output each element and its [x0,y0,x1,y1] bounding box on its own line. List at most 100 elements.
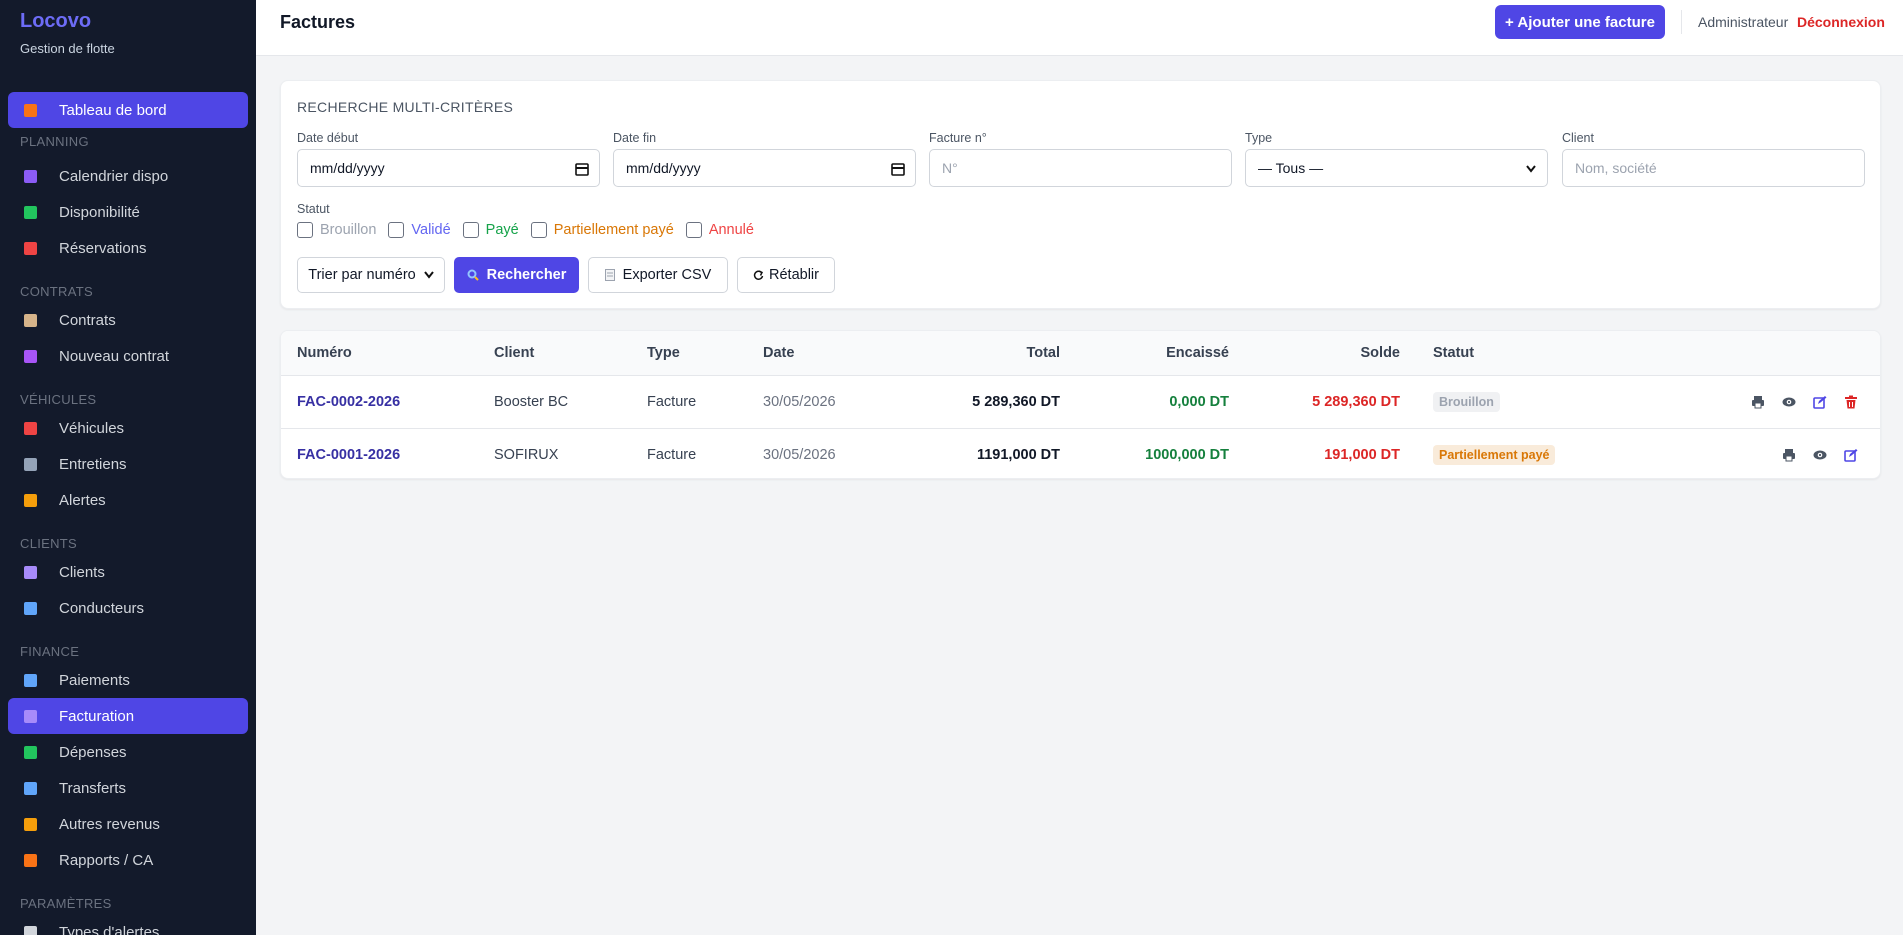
nav-icon [24,205,37,219]
edit-icon[interactable] [1813,395,1827,409]
nav-icon [24,745,37,759]
nav-icon [24,457,37,471]
row-actions [1751,395,1858,409]
nav-item[interactable]: Paiements [8,662,248,698]
nav-icon [24,313,37,327]
nav-label: Rapports / CA [59,851,154,869]
field-value: Nom, société [1575,160,1657,176]
cell: 191,000 DT [1324,447,1400,463]
print-icon[interactable] [1751,395,1765,409]
checkbox[interactable] [388,222,405,238]
nav-item[interactable]: Disponibilité [8,194,248,230]
client: Booster BC [494,394,569,410]
nav-label: Contrats [59,311,116,329]
add-button[interactable]: + Ajouter une facture [1495,5,1665,39]
client: SOFIRUX [494,447,559,463]
status-filter[interactable]: Validé [388,222,451,238]
nav-label: Nouveau contrat [59,347,170,365]
type: Facture [647,394,697,410]
nav-icon [24,169,37,183]
view-icon[interactable] [1813,448,1827,462]
row-actions [1782,448,1858,462]
status-name: Partiellement payé [553,222,674,238]
table-header: Numéro Client Type Date Total Encaissé Solde St… [281,331,1880,375]
nav-item[interactable]: Dépenses [8,734,248,770]
checkbox[interactable] [685,222,702,238]
actions: Trier par numéro Rechercher Exporter CSV… [297,257,835,293]
nav-section: PLANNING [20,134,89,149]
nav-label: Dépenses [59,743,127,761]
nav-item[interactable]: Clients [8,554,248,590]
nav-label: Transferts [59,779,126,797]
nav-item[interactable]: Tableau de bord [8,92,248,128]
view-icon[interactable] [1782,395,1796,409]
cell: Booster BC [494,394,568,410]
checkbox[interactable] [462,222,479,238]
nav-item[interactable]: Types d'alertes [8,914,248,935]
nav-label: Véhicules [59,419,125,437]
nav-label: Paiements [59,671,130,689]
brand[interactable]: Locovo [20,10,92,32]
status-name: Payé [485,222,519,238]
nav-section: FINANCE [20,644,80,659]
cell[interactable]: FAC-0002-2026 [297,394,400,410]
status-name: Validé [411,222,451,238]
field-input[interactable]: mm/dd/yyyy [297,149,600,187]
cell[interactable]: FAC-0001-2026 [297,447,400,463]
logout[interactable]: Déconnexion [1797,14,1885,30]
field-input[interactable]: mm/dd/yyyy [613,149,916,187]
nav-item[interactable]: Réservations [8,230,248,266]
search-button[interactable]: Rechercher [454,257,579,293]
nav-item[interactable]: Nouveau contrat [8,338,248,374]
status-filter[interactable]: Brouillon [297,222,376,238]
field-input[interactable]: Nom, société [1562,149,1865,187]
nav-item[interactable]: Facturation [8,698,248,734]
column-header: Numéro [297,345,352,361]
sidebar: Locovo Gestion de flotte Tableau de bord… [0,0,256,935]
nav-item[interactable]: Alertes [8,482,248,518]
field-input[interactable]: — Tous — [1245,149,1548,187]
status-filter[interactable]: Partiellement payé [530,222,674,238]
edit-icon[interactable] [1844,448,1858,462]
nav-item[interactable]: Autres revenus [8,806,248,842]
status-filter[interactable]: Annulé [685,222,754,238]
table-row: FAC-0001-2026 SOFIRUX Facture 30/05/2026 119… [281,428,1880,478]
field-input[interactable]: N° [929,149,1232,187]
invoice-number[interactable]: FAC-0001-2026 [297,447,401,463]
column-header: Client [494,345,535,361]
separator [1681,10,1682,34]
search-card: RECHERCHE MULTI-CRITÈRES Statut Brouillo… [280,80,1881,309]
reset-button[interactable]: Rétablir [737,257,835,293]
nav-icon [24,709,37,723]
nav-item[interactable]: Rapports / CA [8,842,248,878]
column-header: Date [763,345,795,361]
nav-label: Autres revenus [59,815,160,833]
cell: 5 289,360 DT [1312,394,1400,410]
nav-item[interactable]: Véhicules [8,410,248,446]
print-icon[interactable] [1782,448,1796,462]
nav-item[interactable]: Entretiens [8,446,248,482]
nav-section: PARAMÈTRES [20,896,112,911]
sort-select[interactable]: Trier par numéro [297,257,445,293]
field-label: Client [1562,131,1594,145]
main: Factures + Ajouter une facture Administr… [256,0,1903,935]
tagline: Gestion de flotte [20,41,115,56]
nav-item[interactable]: Contrats [8,302,248,338]
nav-item[interactable]: Conducteurs [8,590,248,626]
checkbox[interactable] [530,222,547,238]
nav-item[interactable]: Transferts [8,770,248,806]
column-header: Type [647,345,680,361]
nav-label: Clients [59,563,105,581]
user: Administrateur [1698,14,1789,30]
status-filter[interactable]: Payé [462,222,519,238]
nav-label: Facturation [59,707,135,725]
invoice-number[interactable]: FAC-0002-2026 [297,394,401,410]
chevron [423,271,434,279]
export-button[interactable]: Exporter CSV [588,257,728,293]
paid: 1000,000 DT [1145,447,1229,463]
delete-icon[interactable] [1844,395,1858,409]
column-header: Statut [1433,345,1475,361]
nav-item[interactable]: Calendrier dispo [8,158,248,194]
checkbox[interactable] [297,222,313,238]
total: 5 289,360 DT [972,394,1060,410]
